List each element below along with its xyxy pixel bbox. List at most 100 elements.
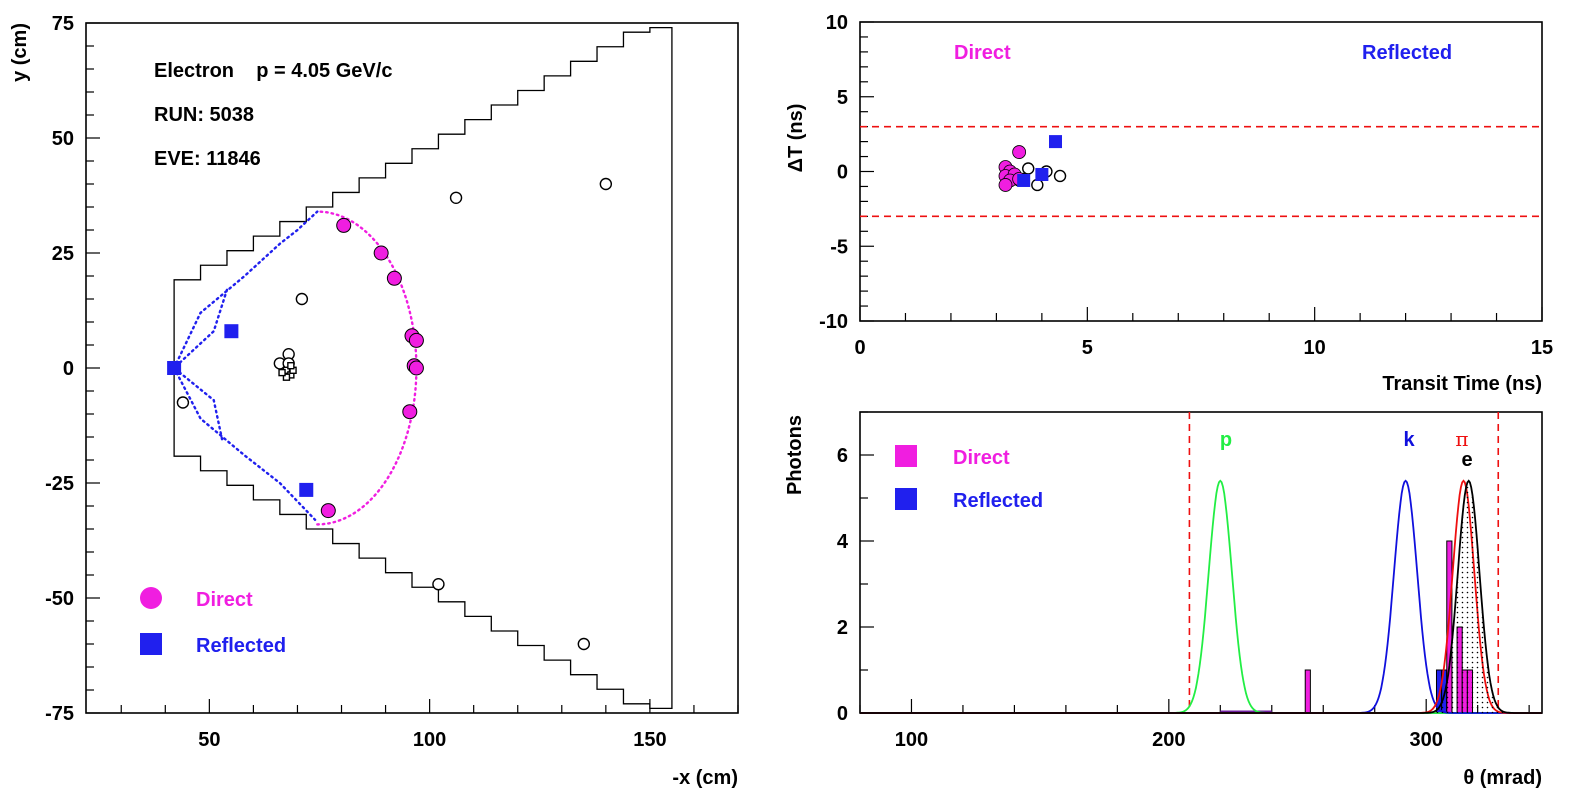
theta-x-tick-label: 300 xyxy=(1410,729,1443,751)
legend-reflected-marker xyxy=(140,633,162,655)
theta-bars xyxy=(1220,540,1474,714)
kaon-curve-label: k xyxy=(1403,429,1415,451)
theta-direct-bar xyxy=(1304,669,1311,714)
timing-reflected-marker xyxy=(1035,167,1049,181)
reflected-ring-upper xyxy=(172,210,319,370)
hit-map-y-tick-label: 75 xyxy=(52,13,74,35)
background-hit-marker xyxy=(599,177,613,191)
background-hit-square xyxy=(278,368,286,377)
timing-axes: 0 5 10 15 -10 -5 0 5 10 xyxy=(819,12,1553,359)
direct-hit-marker xyxy=(408,332,424,348)
hit-map-y-tick-label: 50 xyxy=(52,128,74,150)
timing-reflected-marker xyxy=(1049,135,1063,149)
timing-y-tick-label: -10 xyxy=(819,311,848,333)
reflected-hit-marker xyxy=(167,361,182,375)
hit-map-y-tick-label: -25 xyxy=(45,473,74,495)
theta-panel: 100 200 300 0 2 4 6 θ (mrad) Photons p k π e D… xyxy=(784,411,1543,789)
timing-direct-marker xyxy=(1012,145,1027,159)
timing-y-tick-label: 0 xyxy=(837,162,848,184)
hit-map-legend: Direct Reflected xyxy=(140,587,286,657)
timing-reflected-label: Reflected xyxy=(1362,42,1452,64)
theta-x-tick-label: 200 xyxy=(1152,729,1185,751)
background-hit-square xyxy=(287,362,295,370)
direct-hit-marker xyxy=(373,245,389,261)
event-number-label: EVE: 11846 xyxy=(154,148,261,170)
theta-x-tick-label: 100 xyxy=(895,729,928,751)
theta-x-axis-label: θ (mrad) xyxy=(1463,767,1542,789)
hit-map-y-tick-label: -50 xyxy=(45,588,74,610)
theta-legend-direct-marker xyxy=(895,445,917,467)
hit-map-points xyxy=(167,177,613,651)
proton-curve-label: p xyxy=(1220,429,1232,451)
hit-map-x-tick-label: 150 xyxy=(633,729,666,751)
theta-curves xyxy=(860,479,1542,714)
background-hit-marker xyxy=(577,637,591,651)
electron-curve xyxy=(860,479,1542,714)
theta-y-axis-label: Photons xyxy=(784,415,806,495)
hit-map-y-axis-label: y (cm) xyxy=(9,23,31,82)
timing-x-tick-label: 15 xyxy=(1531,337,1553,359)
background-hit-marker xyxy=(295,292,309,306)
timing-x-axis-label: Transit Time (ns) xyxy=(1382,373,1542,395)
direct-hit-marker xyxy=(408,360,424,376)
timing-x-tick-label: 10 xyxy=(1304,337,1326,359)
hit-map-x-tick-label: 50 xyxy=(198,729,220,751)
direct-ring-arc xyxy=(316,210,418,526)
direct-hit-marker xyxy=(386,270,402,286)
timing-background-marker xyxy=(1022,162,1035,175)
legend-direct-label: Direct xyxy=(196,589,253,611)
timing-reflected-marker xyxy=(1017,173,1031,187)
hit-map-x-axis-label: -x (cm) xyxy=(672,767,738,789)
direct-hit-marker xyxy=(402,404,418,420)
theta-y-tick-label: 0 xyxy=(837,703,848,725)
theta-axes: 100 200 300 0 2 4 6 xyxy=(837,411,1530,751)
theta-y-tick-label: 6 xyxy=(837,445,848,467)
legend-direct-marker xyxy=(140,587,162,609)
timing-y-axis-label: ΔT (ns) xyxy=(785,104,807,173)
reflected-ring-lower xyxy=(172,366,317,521)
theta-legend-reflected-marker xyxy=(895,488,917,510)
hit-map-y-tick-label: 25 xyxy=(52,243,74,265)
legend-reflected-label: Reflected xyxy=(196,635,286,657)
timing-x-tick-label: 0 xyxy=(854,337,865,359)
theta-y-tick-label: 2 xyxy=(837,617,848,639)
hit-map-x-tick-label: 100 xyxy=(413,729,446,751)
hit-map-y-tick-label: 0 xyxy=(63,358,74,380)
theta-y-tick-label: 4 xyxy=(837,531,849,553)
timing-y-tick-label: 10 xyxy=(826,12,848,34)
timing-points xyxy=(998,135,1067,192)
hit-map-axes: 50 100 150 -75 -50 -25 0 25 50 75 xyxy=(45,13,739,751)
hit-map-y-tick-label: -75 xyxy=(45,703,74,725)
timing-background-marker xyxy=(1031,178,1044,192)
timing-direct-label: Direct xyxy=(954,42,1011,64)
direct-hit-marker xyxy=(336,217,352,233)
background-hit-square xyxy=(282,373,291,381)
theta-cut-lines xyxy=(1188,412,1500,713)
electron-curve-shading xyxy=(860,480,1542,713)
timing-y-tick-label: 5 xyxy=(837,87,848,109)
run-number-label: RUN: 5038 xyxy=(154,104,254,126)
timing-cut-lines xyxy=(860,125,1542,218)
timing-x-tick-label: 5 xyxy=(1082,337,1093,359)
direct-hit-marker xyxy=(320,503,336,519)
pion-curve-label: π xyxy=(1455,427,1468,451)
timing-panel: 0 5 10 15 -10 -5 0 5 10 Transit Time (ns) ΔT (ns… xyxy=(785,12,1553,395)
ring-curves xyxy=(172,210,418,526)
particle-info-label: Electron p = 4.05 GeV/c xyxy=(154,60,392,82)
theta-legend: Direct Reflected xyxy=(895,445,1043,512)
detector-outline xyxy=(173,26,673,710)
reflected-hit-marker xyxy=(224,324,239,339)
timing-frame xyxy=(859,21,1543,322)
electron-curve-label: e xyxy=(1461,449,1472,471)
reflected-ring-inner xyxy=(172,288,229,443)
timing-background-marker xyxy=(1053,169,1067,183)
timing-y-tick-label: -5 xyxy=(830,236,848,258)
background-hit-marker xyxy=(449,191,463,205)
background-hit-marker xyxy=(432,578,445,591)
theta-legend-direct-label: Direct xyxy=(953,447,1010,469)
reflected-hit-marker xyxy=(299,482,314,497)
theta-legend-reflected-label: Reflected xyxy=(953,490,1043,512)
